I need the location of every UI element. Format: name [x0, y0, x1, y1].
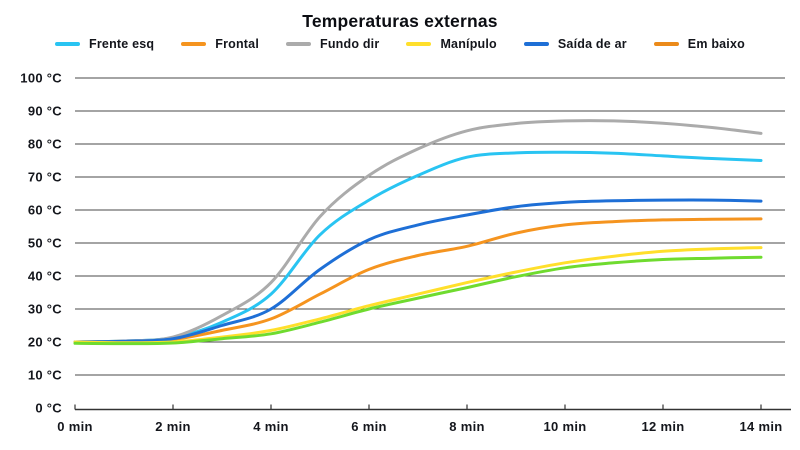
y-axis-label: 0 °C: [35, 401, 62, 416]
x-axis-label: 4 min: [253, 419, 288, 434]
x-axis-label: 2 min: [155, 419, 190, 434]
y-axis-label: 60 °C: [28, 203, 62, 218]
x-axis-label: 0 min: [57, 419, 92, 434]
series-line-em-baixo: [73, 255, 763, 346]
legend-swatch-icon: [181, 42, 207, 46]
legend-swatch-icon: [653, 42, 679, 46]
legend-swatch-icon: [523, 42, 549, 46]
x-axis-label: 10 min: [544, 419, 587, 434]
series-line-saida-de-ar: [73, 198, 763, 344]
legend-label: Frontal: [215, 37, 259, 51]
legend-item-frontal[interactable]: Frontal: [181, 37, 259, 51]
legend-label: Saída de ar: [557, 37, 627, 51]
legend-label: Em baixo: [687, 37, 745, 51]
legend-item-frente-esq[interactable]: Frente esq: [55, 37, 154, 51]
series-line-fundo-dir: [73, 119, 763, 344]
y-axis-label: 20 °C: [28, 335, 62, 350]
legend-label: Manípulo: [440, 37, 497, 51]
x-axis-label: 12 min: [642, 419, 685, 434]
legend-label: Fundo dir: [320, 37, 380, 51]
legend: Frente esq Frontal Fundo dir Manípulo Saída …: [0, 37, 800, 51]
legend-item-manipulo[interactable]: Manípulo: [406, 37, 497, 51]
y-axis-label: 70 °C: [28, 170, 62, 185]
y-axis-label: 40 °C: [28, 269, 62, 284]
y-axis-label: 100 °C: [20, 71, 62, 86]
legend-swatch-icon: [406, 42, 432, 46]
legend-item-saida-de-ar[interactable]: Saída de ar: [523, 37, 627, 51]
x-axis-label: 14 min: [740, 419, 783, 434]
x-axis-label: 8 min: [449, 419, 484, 434]
legend-swatch-icon: [55, 42, 81, 46]
series-line-frente-esq: [73, 150, 763, 344]
series-line-manipulo: [73, 246, 763, 345]
x-axis-label: 6 min: [351, 419, 386, 434]
y-axis-label: 10 °C: [28, 368, 62, 383]
legend-swatch-icon: [286, 42, 311, 46]
y-axis-label: 80 °C: [28, 137, 62, 152]
y-axis-label: 30 °C: [28, 302, 62, 317]
legend-item-fundo-dir[interactable]: Fundo dir: [286, 37, 379, 51]
legend-label: Frente esq: [89, 37, 155, 51]
legend-item-em-baixo[interactable]: Em baixo: [653, 37, 745, 51]
series-line-frontal: [73, 217, 763, 344]
chart-title: Temperaturas externas: [302, 11, 498, 31]
y-axis-label: 50 °C: [28, 236, 62, 251]
y-axis-label: 90 °C: [28, 104, 62, 119]
